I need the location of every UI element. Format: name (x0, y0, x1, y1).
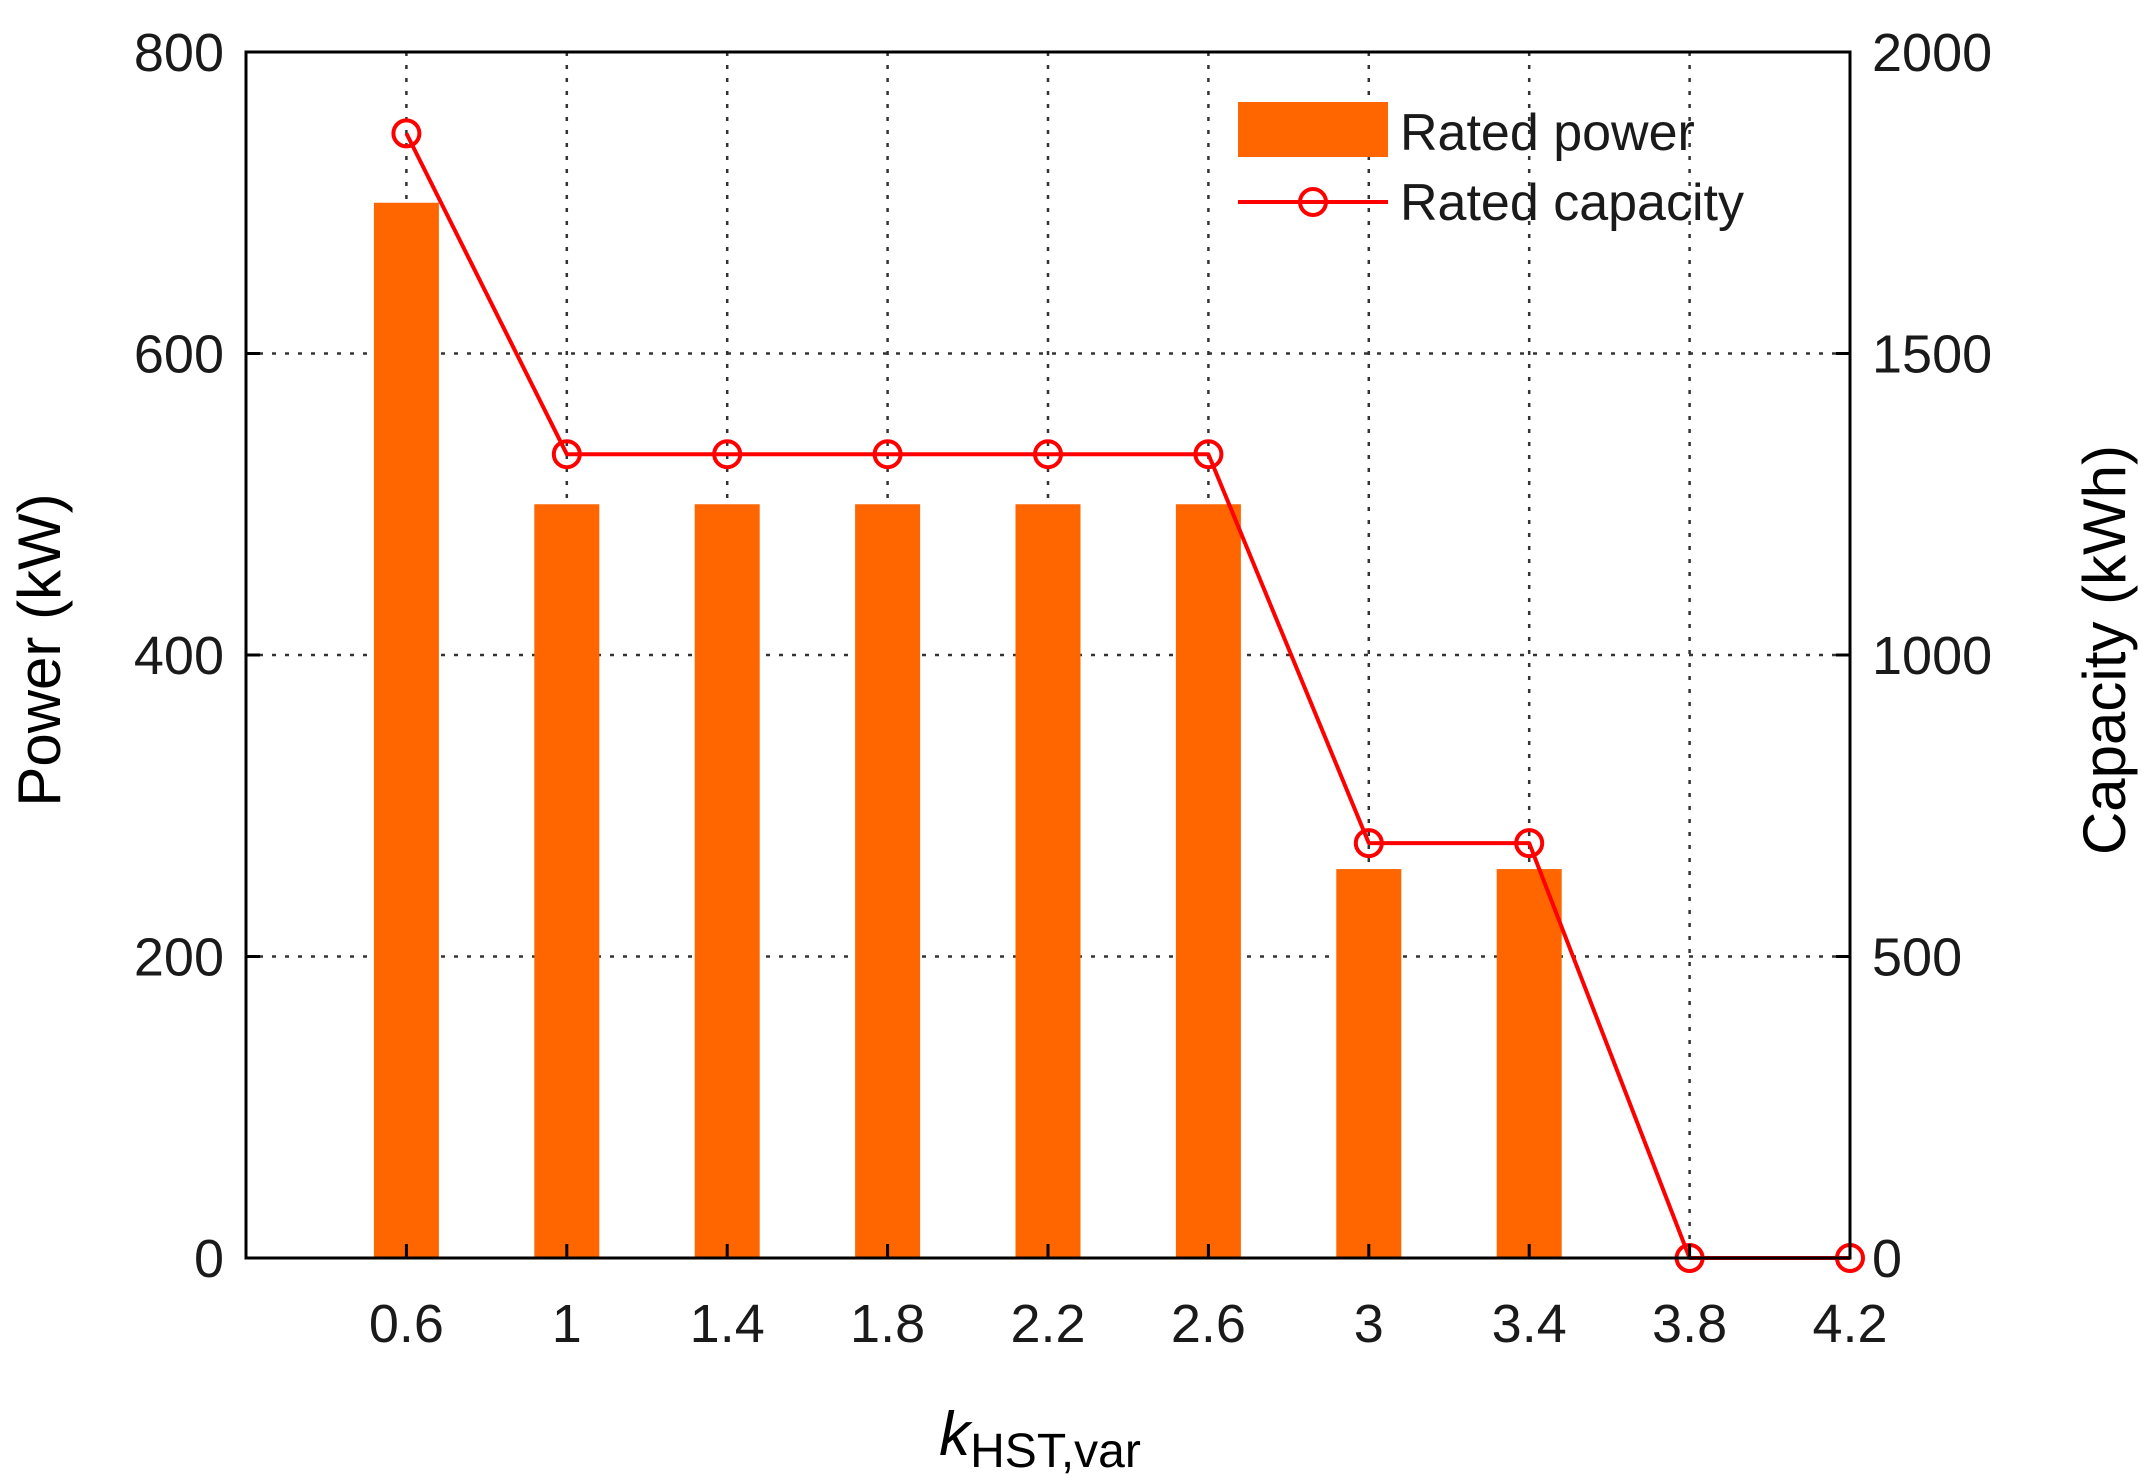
bar-3 (1336, 869, 1402, 1258)
x-tick-label-1-8: 1.8 (850, 1294, 925, 1354)
bar-1-4 (694, 504, 760, 1258)
x-tick-label-3-4: 3.4 (1492, 1294, 1567, 1354)
capacity-point-1 (551, 439, 582, 470)
y-right-tick-label-1000: 1000 (1872, 626, 1992, 686)
legend-marker-rated-capacity (1298, 187, 1328, 217)
bar-0-6 (373, 202, 439, 1258)
y-right-tick-label-500: 500 (1872, 928, 1962, 988)
y-axis-left-label: Power (kW) (6, 493, 73, 806)
y-right-tick-label-1500: 1500 (1872, 325, 1992, 385)
y-axis-right-label: Capacity (kWh) (2071, 445, 2138, 855)
x-tick-label-1: 1 (552, 1294, 582, 1354)
x-tick-label-1-4: 1.4 (690, 1294, 765, 1354)
bar-2-6 (1175, 504, 1241, 1258)
capacity-point-3 (1353, 828, 1384, 859)
capacity-point-2-6 (1193, 439, 1224, 470)
x-axis-label-subscript: HST,var (970, 1425, 1141, 1478)
x-tick-label-3: 3 (1354, 1294, 1384, 1354)
legend: Rated power Rated capacity (1238, 102, 1744, 232)
y-right-tick-label-0: 0 (1872, 1229, 1902, 1289)
x-tick-label-0-6: 0.6 (369, 1294, 444, 1354)
y-left-tick-label-200: 200 (134, 928, 224, 988)
x-tick-label-4-2: 4.2 (1812, 1294, 1887, 1354)
capacity-point-0-6 (391, 118, 422, 149)
bar-1 (534, 504, 600, 1258)
legend-label-rated-capacity: Rated capacity (1400, 174, 1744, 232)
bars (373, 202, 1562, 1258)
x-axis-label: kHST,var (939, 1400, 1141, 1478)
capacity-point-1-8 (872, 439, 903, 470)
x-tick-label-3-8: 3.8 (1652, 1294, 1727, 1354)
legend-label-rated-power: Rated power (1400, 104, 1695, 162)
y-left-tick-label-0: 0 (194, 1229, 224, 1289)
y-left-tick-label-400: 400 (134, 626, 224, 686)
capacity-line (391, 118, 1865, 1273)
capacity-point-3-4 (1514, 828, 1545, 859)
bar-1-8 (855, 504, 921, 1258)
legend-swatch-rated-power (1238, 102, 1388, 157)
x-axis-label-main: k (939, 1400, 973, 1469)
ticks: 0 200 400 600 800 0 500 1000 1500 2000 0.6 1 1.4 1.8 2… (134, 23, 1992, 1354)
capacity-point-2-2 (1033, 439, 1063, 470)
y-left-tick-label-800: 800 (134, 23, 224, 83)
y-right-tick-label-2000: 2000 (1872, 23, 1992, 83)
capacity-point-1-4 (712, 439, 743, 470)
bar-3-4 (1496, 869, 1562, 1258)
capacity-polyline (404, 132, 1850, 1260)
bar-2-2 (1015, 504, 1081, 1258)
x-tick-label-2-6: 2.6 (1171, 1294, 1246, 1354)
y-left-tick-label-600: 600 (134, 325, 224, 385)
x-tick-label-2-2: 2.2 (1010, 1294, 1085, 1354)
